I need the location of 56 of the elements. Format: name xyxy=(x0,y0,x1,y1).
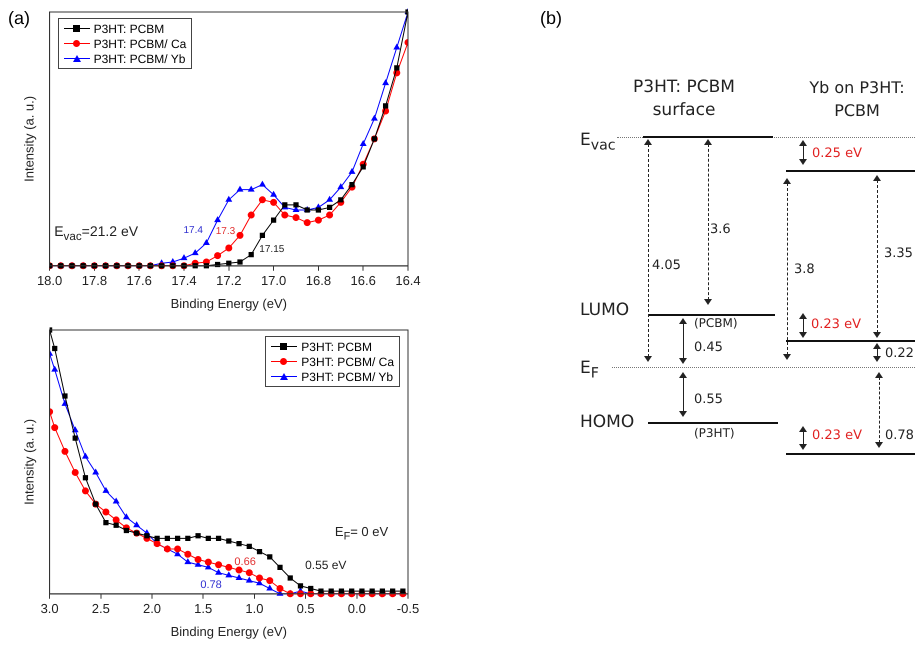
legend-label: P3HT: PCBM xyxy=(94,22,164,36)
y-axis-title: Intensity (a. u.) xyxy=(21,418,36,505)
annotation: E$_{F}$= 0 eV xyxy=(334,524,388,542)
text: 0.23 eV xyxy=(812,428,862,443)
annotation: 0.66 xyxy=(234,556,256,568)
annotation: 17.3 xyxy=(216,226,236,238)
x-tick-label: 17.0 xyxy=(260,273,286,288)
annotation: 17.4 xyxy=(183,224,203,236)
x-tick-label: 17.4 xyxy=(171,273,197,288)
x-axis-title: Binding Energy (eV) xyxy=(170,296,287,311)
x-tick-label: 1.5 xyxy=(194,601,212,616)
text: 0.45 xyxy=(694,340,723,355)
legend-label: P3HT: PCBM xyxy=(301,340,372,354)
annotation: 17.15 xyxy=(259,244,284,255)
x-tick-label: 17.8 xyxy=(82,273,108,288)
chart-title: (a) xyxy=(8,8,30,29)
legend-label: P3HT: PCBM/ Ca xyxy=(94,36,186,50)
text: E$_{F}$ xyxy=(580,358,599,382)
text: 3.35 xyxy=(884,246,913,261)
x-axis-title: Binding Energy (eV) xyxy=(170,624,287,639)
text: 0.22 xyxy=(885,346,914,361)
y-axis-title: Intensity (a. u.) xyxy=(21,96,36,182)
x-tick-label: 16.4 xyxy=(395,273,421,288)
text: HOMO xyxy=(580,412,634,432)
annotation: 0.78 xyxy=(200,578,222,591)
text: (b) xyxy=(540,8,562,29)
x-tick-label: 0.0 xyxy=(348,601,366,616)
x-tick-label: 16.6 xyxy=(350,273,376,288)
text: LUMO xyxy=(580,300,630,320)
text: P3HT: PCBM surface xyxy=(632,76,736,122)
x-tick-label: 16.8 xyxy=(306,273,332,288)
text: 3.8 xyxy=(794,262,815,277)
x-tick-label: 2.0 xyxy=(142,601,162,616)
x-tick-label: 17.6 xyxy=(126,273,152,288)
x-tick-label: -0.5 xyxy=(396,601,420,616)
text: (PCBM) xyxy=(694,316,738,330)
x-tick-label: 1.0 xyxy=(245,601,264,616)
text: 0.55 xyxy=(694,392,723,407)
legend-label: P3HT: PCBM/ Ca xyxy=(301,354,394,368)
text: 0.25 eV xyxy=(812,146,862,161)
text: 0.78 xyxy=(885,428,914,443)
x-tick-label: 0.5 xyxy=(296,601,315,616)
text: 0.23 eV xyxy=(811,317,861,332)
annotation: 0.55 eV xyxy=(305,558,346,572)
x-tick-label: 17.2 xyxy=(216,273,242,288)
text: E$_{vac}$ xyxy=(580,130,616,154)
x-tick-label: 3.0 xyxy=(40,601,59,616)
text: 4.05 xyxy=(652,258,681,273)
annotation: E$_{vac}$=21.2 eV xyxy=(54,222,138,243)
text: Yb on P3HT: PCBM xyxy=(808,77,906,122)
text: (P3HT) xyxy=(694,426,735,440)
x-tick-label: 2.5 xyxy=(92,601,110,616)
x-tick-label: 18.0 xyxy=(36,273,62,288)
legend-label: P3HT: PCBM/ Yb xyxy=(301,370,394,384)
legend-label: P3HT: PCBM/ Yb xyxy=(94,52,186,66)
text: 3.6 xyxy=(710,222,731,237)
